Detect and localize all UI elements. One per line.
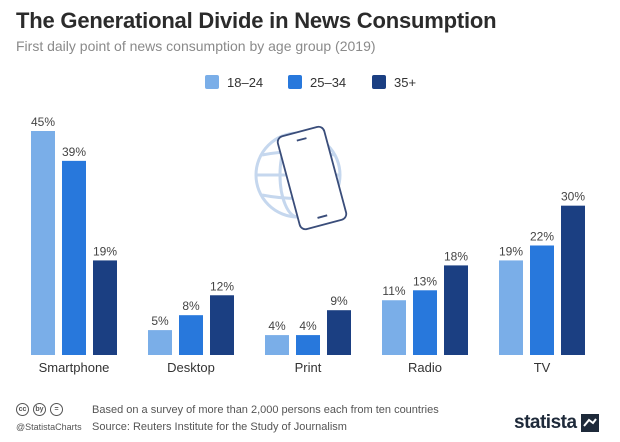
value-label-radio-1: 13% <box>413 274 437 288</box>
bar-desktop-1 <box>179 315 203 355</box>
bar-chart: 45% 39% 19% 5% 8% 12% 4% 4% 9% 11% 13% 18% 19% 22% 30%… <box>31 115 585 375</box>
survey-note: Based on a survey of more than 2,000 per… <box>92 404 439 416</box>
bar-smartphone-2 <box>93 260 117 355</box>
chart-title: The Generational Divide in News Consumpt… <box>16 8 497 33</box>
category-label-tv: TV <box>534 360 551 375</box>
bar-tv-2 <box>561 205 585 355</box>
value-labels-layer: 45% 39% 19% 5% 8% 12% 4% 4% 9% 11% 13% 18% 19% 22% 30% <box>31 115 585 333</box>
smartphone-globe-icon <box>254 125 348 231</box>
legend-item-25-34: 25–34 <box>288 72 346 92</box>
value-label-print-2: 9% <box>330 294 348 308</box>
bar-radio-0 <box>382 300 406 355</box>
bar-desktop-0 <box>148 330 172 355</box>
category-label-radio: Radio <box>408 360 442 375</box>
legend-swatch-18-24 <box>205 75 219 89</box>
value-label-smartphone-1: 39% <box>62 145 86 159</box>
bar-tv-1 <box>530 245 554 355</box>
social-handle: @StatistaCharts <box>16 422 82 432</box>
bar-print-2 <box>327 310 351 355</box>
legend-item-18-24: 18–24 <box>205 72 263 92</box>
legend-label-18-24: 18–24 <box>227 74 264 90</box>
category-label-smartphone: Smartphone <box>39 360 110 375</box>
statista-mark-icon <box>580 414 599 432</box>
legend-item-35-plus: 35+ <box>372 72 416 92</box>
value-label-tv-1: 22% <box>530 229 554 243</box>
value-label-desktop-2: 12% <box>210 279 234 293</box>
brand-text: statista <box>514 412 577 433</box>
legend-swatch-35-plus <box>372 75 386 89</box>
bar-smartphone-0 <box>31 131 55 355</box>
value-label-smartphone-0: 45% <box>31 115 55 129</box>
attribution-icon: by <box>33 403 46 416</box>
legend-swatch-25-34 <box>288 75 302 89</box>
cc-icon: cc <box>16 403 29 416</box>
bar-radio-1 <box>413 290 437 355</box>
value-label-print-1: 4% <box>299 319 317 333</box>
footer: cc by = @StatistaCharts Based on a surve… <box>0 400 620 442</box>
value-label-smartphone-2: 19% <box>93 244 117 258</box>
value-label-tv-0: 19% <box>499 244 523 258</box>
bar-desktop-2 <box>210 295 234 355</box>
value-label-radio-2: 18% <box>444 249 468 263</box>
value-label-radio-0: 11% <box>382 284 405 298</box>
bars-layer <box>31 131 585 355</box>
legend-label-25-34: 25–34 <box>310 74 347 90</box>
chart-legend: 18–24 25–34 35+ <box>0 72 620 92</box>
category-labels-layer: Smartphone Desktop Print Radio TV <box>39 360 551 375</box>
legend-label-35-plus: 35+ <box>394 74 417 90</box>
smartphone-icon <box>276 125 348 231</box>
category-label-print: Print <box>295 360 322 375</box>
no-derivatives-icon: = <box>50 403 63 416</box>
value-label-desktop-0: 5% <box>151 314 169 328</box>
source-note: Source: Reuters Institute for the Study … <box>92 421 347 433</box>
bar-smartphone-1 <box>62 160 86 355</box>
bar-print-0 <box>265 335 289 355</box>
bar-print-1 <box>296 335 320 355</box>
category-label-desktop: Desktop <box>167 360 215 375</box>
value-label-print-0: 4% <box>268 319 286 333</box>
license-icons: cc by = <box>16 403 67 416</box>
value-label-desktop-1: 8% <box>182 299 200 313</box>
statista-logo[interactable]: statista <box>514 412 599 434</box>
bar-tv-0 <box>499 260 523 355</box>
value-label-tv-2: 30% <box>561 190 585 204</box>
bar-radio-2 <box>444 265 468 355</box>
chart-subtitle: First daily point of news consumption by… <box>16 38 376 54</box>
